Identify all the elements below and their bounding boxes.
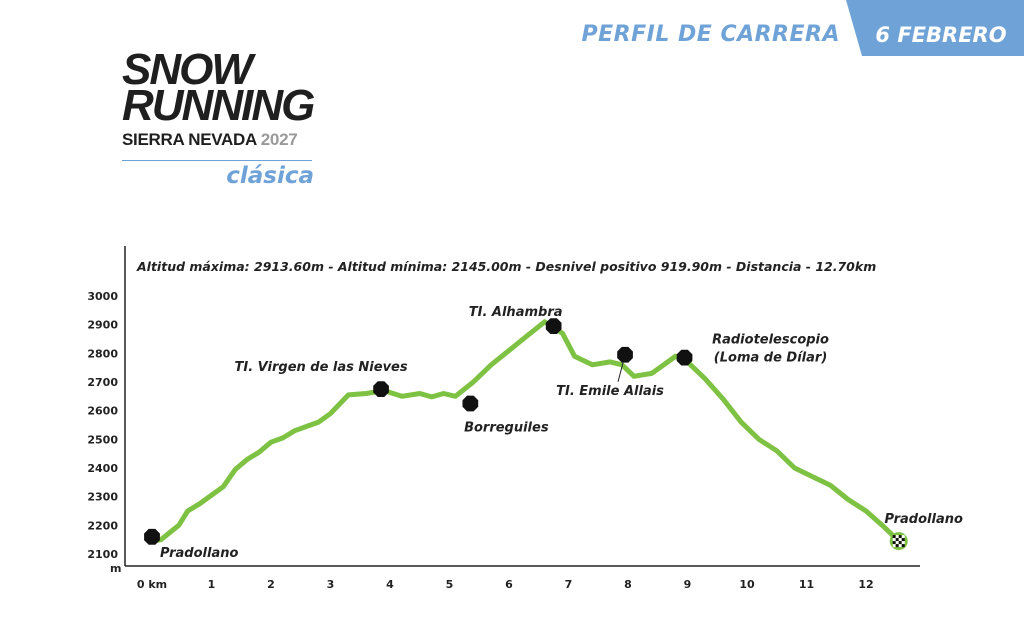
- x-tick-label: 9: [684, 578, 692, 591]
- y-tick-label: 2800: [87, 347, 118, 360]
- y-tick-label: 2700: [87, 376, 118, 389]
- finish-flag-square: [901, 538, 905, 542]
- race-edition: clásica: [226, 163, 314, 189]
- finish-flag-square: [895, 541, 899, 545]
- finish-flag-square: [901, 541, 905, 545]
- finish-flag-square: [892, 541, 896, 545]
- y-tick-label: 2200: [87, 519, 118, 532]
- checkpoint-label: Radiotelescopio: [712, 333, 829, 348]
- finish-flag-square: [898, 538, 902, 542]
- x-tick-labels: 0 km 1 2 3 4 5 6 7 8 9 10 11 12: [137, 578, 874, 591]
- x-tick-label: 8: [624, 578, 632, 591]
- finish-flag-square: [895, 535, 899, 539]
- x-tick-label: 10: [739, 578, 755, 591]
- x-tick-label: 0 km: [137, 578, 167, 591]
- finish-flag-square: [901, 535, 905, 539]
- checkpoint-label: Borreguiles: [464, 421, 549, 436]
- x-tick-label: 12: [858, 578, 873, 591]
- checkpoint-marker: [462, 395, 479, 412]
- y-tick-label: 2600: [87, 405, 118, 418]
- y-tick-labels: 3000 2900 2800 2700 2600 2500 2400 2300 2200 2100: [87, 290, 118, 561]
- finish-flag-square: [892, 544, 896, 548]
- checkpoint-label: TI. Virgen de las Nieves: [235, 360, 408, 375]
- finish-flag-square: [895, 538, 899, 542]
- x-tick-label: 3: [327, 578, 335, 591]
- finish-flag-square: [898, 544, 902, 548]
- checkpoint-label: TI. Emile Allais: [556, 384, 664, 399]
- elevation-line: [149, 319, 902, 544]
- finish-flag-square: [892, 535, 896, 539]
- finish-flag-square: [892, 538, 896, 542]
- finish-flag-icon: [892, 535, 905, 548]
- y-tick-label: 2400: [87, 462, 118, 475]
- marker-leader-line: [617, 362, 624, 382]
- x-tick-label: 4: [386, 578, 394, 591]
- checkpoint-marker: [617, 346, 633, 363]
- y-tick-label: 3000: [87, 290, 118, 303]
- logo-line-running: RUNNING: [122, 81, 315, 130]
- checkpoint-label: TI. Alhambra: [469, 305, 563, 320]
- logo-divider: [122, 160, 312, 161]
- x-tick-label: 6: [505, 578, 513, 591]
- checkpoint-label: Pradollano: [885, 512, 963, 527]
- chart-axes: [124, 246, 920, 567]
- checkpoint-marker: [373, 381, 389, 397]
- y-tick-label: 2900: [87, 319, 118, 332]
- header-title: PERFIL DE CARRERA: [581, 22, 840, 47]
- x-tick-label: 7: [565, 578, 573, 591]
- x-tick-label: 2: [267, 578, 275, 591]
- profile-summary: Altitud máxima: 2913.60m - Altitud mínim…: [136, 259, 876, 274]
- date-tab: 6 FEBRERO: [846, 0, 1024, 56]
- checkpoint-label-line2: (Loma de Dílar): [714, 351, 827, 366]
- y-tick-label: 2300: [87, 491, 118, 504]
- event-logo: SNOW RUNNING SIERRA NEVADA 2027 clásica: [122, 45, 322, 189]
- y-tick-label: 2100: [87, 548, 118, 561]
- logo-location: SIERRA NEVADA 2027: [122, 130, 322, 150]
- x-tick-label: 5: [446, 578, 454, 591]
- checkpoint-markers: Pradollano TI. Virgen de las Nieves Borreg…: [144, 305, 963, 561]
- finish-flag-square: [898, 541, 902, 545]
- checkpoint-marker: [676, 349, 693, 366]
- checkpoint-label: Pradollano: [160, 546, 238, 561]
- checkpoint-marker: [144, 528, 160, 545]
- logo-line-snow: SNOW: [122, 45, 253, 94]
- y-axis-unit: m: [110, 562, 121, 575]
- finish-flag-square: [898, 535, 902, 539]
- date-label: 6 FEBRERO: [875, 23, 1007, 47]
- x-tick-label: 11: [799, 578, 814, 591]
- finish-flag-square: [901, 544, 905, 548]
- logo-year: 2027: [260, 130, 298, 149]
- finish-flag-square: [895, 544, 899, 548]
- logo-location-name: SIERRA NEVADA: [122, 130, 257, 149]
- checkpoint-marker: [545, 318, 562, 334]
- y-tick-label: 2500: [87, 433, 118, 446]
- x-tick-label: 1: [208, 578, 216, 591]
- elevation-series: [149, 319, 902, 544]
